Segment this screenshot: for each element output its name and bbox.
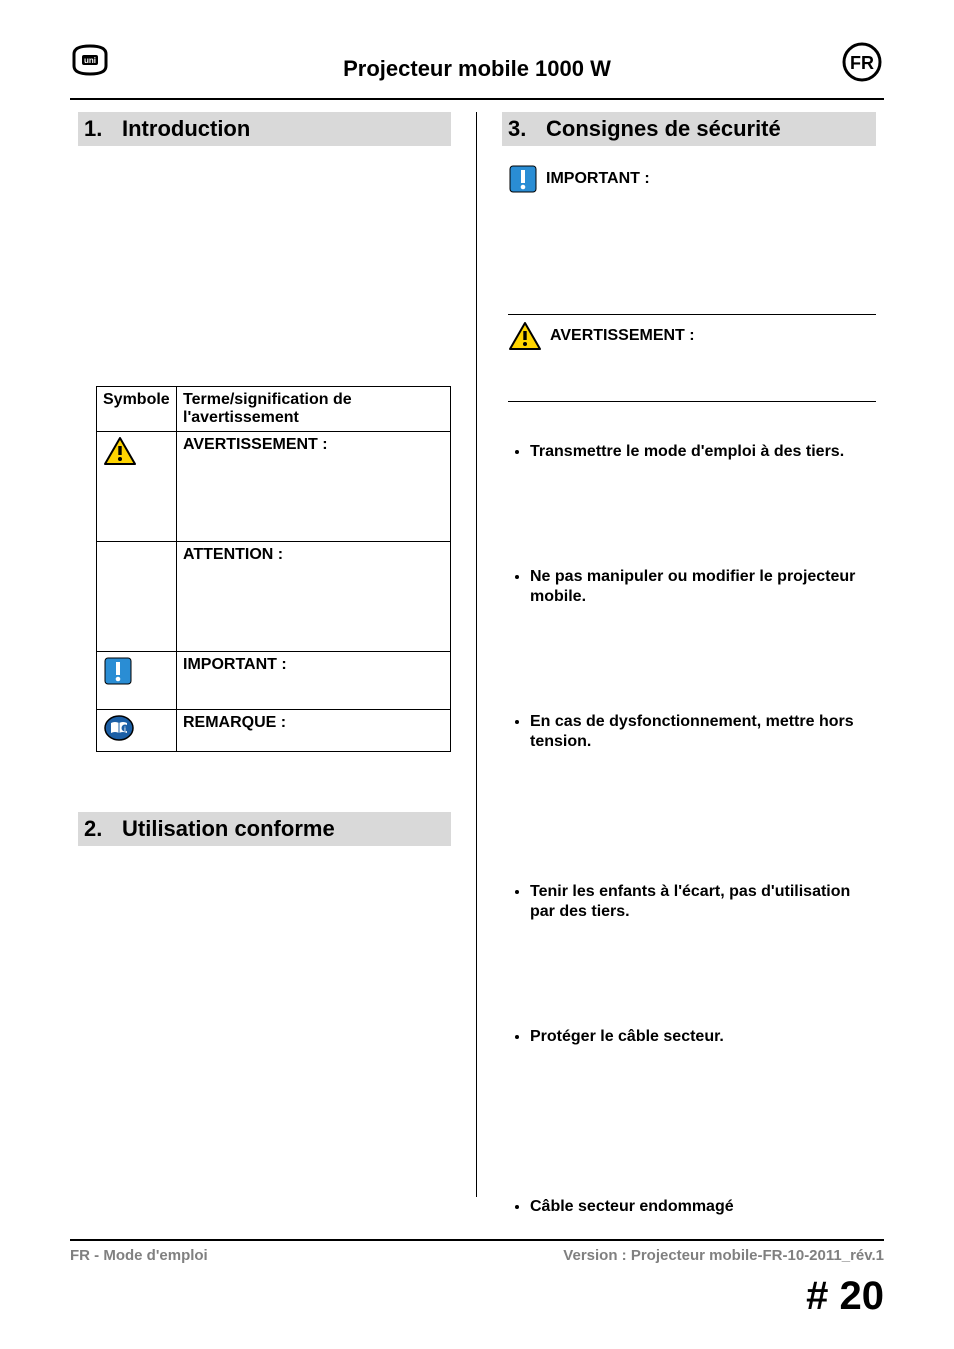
important-callout: IMPORTANT : (508, 164, 876, 194)
divider (508, 401, 876, 402)
section-heading-3: 3.Consignes de sécurité (502, 112, 876, 146)
section-heading-1: 1.Introduction (78, 112, 451, 146)
safety-bullet-list: Transmettre le mode d'emploi à des tiers… (530, 442, 876, 1217)
section-number: 1. (84, 116, 122, 142)
page-body: 1.Introduction Symbole Terme/significati… (70, 112, 884, 1197)
footer-left: FR - Mode d'emploi (70, 1247, 208, 1264)
section-number: 3. (508, 116, 546, 142)
table-row: i REMARQUE : (97, 710, 451, 752)
th-terme: Terme/signification de l'avertissement (177, 387, 451, 432)
right-column: 3.Consignes de sécurité IMPORTANT : (477, 112, 884, 1197)
term-cell: ATTENTION : (177, 542, 451, 652)
list-item: Protéger le câble secteur. (530, 1027, 876, 1047)
term-text: AVERTISSEMENT : (183, 436, 328, 453)
language-code: FR (850, 53, 874, 73)
symbol-cell: i (97, 710, 177, 752)
page-header: uni Projecteur mobile 1000 W FR (70, 40, 884, 100)
symbol-cell (97, 542, 177, 652)
term-cell: REMARQUE : (177, 710, 451, 752)
page-title: Projecteur mobile 1000 W (343, 56, 611, 82)
page-footer: FR - Mode d'emploi Version : Projecteur … (70, 1239, 884, 1319)
symbols-table: Symbole Terme/signification de l'avertis… (96, 386, 451, 752)
term-text: REMARQUE : (183, 714, 286, 731)
section-number: 2. (84, 816, 122, 842)
table-row: ATTENTION : (97, 542, 451, 652)
list-item: Câble secteur endommagé (530, 1197, 876, 1217)
th-symbole: Symbole (97, 387, 177, 432)
brand-logo-icon: uni (70, 40, 110, 85)
section-title: Introduction (122, 116, 250, 141)
avertissement-label: AVERTISSEMENT : (550, 327, 695, 345)
table-row: IMPORTANT : (97, 652, 451, 710)
term-text: ATTENTION : (183, 546, 283, 563)
list-item: Tenir les enfants à l'écart, pas d'utili… (530, 882, 876, 922)
symbol-cell (97, 432, 177, 542)
symbol-cell (97, 652, 177, 710)
important-label: IMPORTANT : (546, 170, 650, 188)
term-cell: IMPORTANT : (177, 652, 451, 710)
footer-right: Version : Projecteur mobile-FR-10-2011_r… (563, 1247, 884, 1264)
page-number: # 20 (70, 1274, 884, 1319)
svg-text:uni: uni (84, 56, 96, 65)
term-text: IMPORTANT : (183, 656, 287, 673)
important-info-icon (508, 164, 538, 194)
term-cell: AVERTISSEMENT : (177, 432, 451, 542)
language-badge-icon: FR (840, 40, 884, 89)
table-row: AVERTISSEMENT : (97, 432, 451, 542)
important-info-icon (103, 656, 133, 686)
avertissement-callout: AVERTISSEMENT : (508, 314, 876, 402)
list-item: En cas de dysfonctionnement, mettre hors… (530, 712, 876, 752)
list-item: Transmettre le mode d'emploi à des tiers… (530, 442, 876, 462)
section-title: Consignes de sécurité (546, 116, 781, 141)
footer-divider (70, 1239, 884, 1241)
note-manual-icon: i (103, 714, 135, 742)
warning-triangle-icon (508, 321, 542, 351)
list-item: Ne pas manipuler ou modifier le projecte… (530, 567, 876, 607)
divider (508, 314, 876, 315)
warning-triangle-icon (103, 436, 137, 466)
left-column: 1.Introduction Symbole Terme/significati… (70, 112, 477, 1197)
section-title: Utilisation conforme (122, 816, 335, 841)
section-heading-2: 2.Utilisation conforme (78, 812, 451, 846)
